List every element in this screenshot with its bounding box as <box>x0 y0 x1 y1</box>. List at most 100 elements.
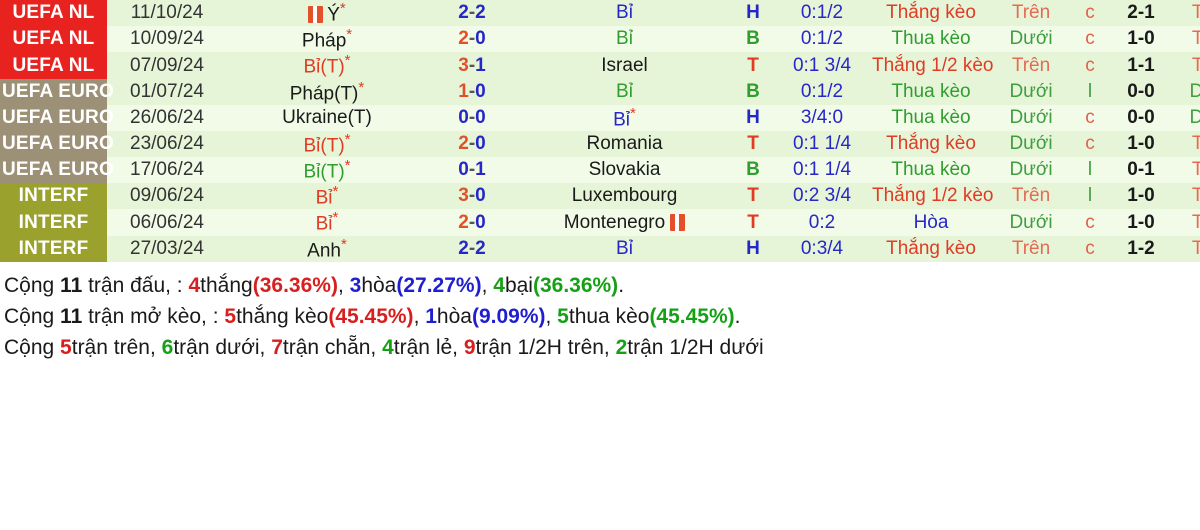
league-badge[interactable]: INTERF <box>0 235 107 262</box>
score-separator: - <box>468 54 476 76</box>
table-row[interactable]: INTERF 06/06/24 Bỉ* 2-0 Montenegro T 0:2 Hòa Dướ… <box>0 209 1200 236</box>
final-score[interactable]: 2-2 <box>427 0 517 27</box>
final-score[interactable]: 2-0 <box>427 26 517 53</box>
over-under-result: Dưới <box>992 78 1070 105</box>
final-score[interactable]: 3-0 <box>427 183 517 210</box>
home-team[interactable]: Bỉ(T)* <box>227 130 427 158</box>
away-team[interactable]: Bỉ <box>517 235 732 262</box>
final-score[interactable]: 0-0 <box>427 104 517 131</box>
table-row[interactable]: INTERF 09/06/24 Bỉ* 3-0 Luxembourg T 0:2 3/4 Th… <box>0 183 1200 210</box>
half-over-under-result: Trên <box>1172 157 1200 184</box>
home-team[interactable]: Pháp* <box>227 26 427 53</box>
final-score[interactable]: 0-1 <box>427 157 517 184</box>
away-team-name: Luxembourg <box>571 185 678 207</box>
table-row[interactable]: UEFA EURO 23/06/24 Bỉ(T)* 2-0 Romania T 0:1 1/… <box>0 130 1200 158</box>
odd-even-marker: l <box>1070 183 1110 210</box>
away-team[interactable]: Romania <box>517 130 732 158</box>
home-team[interactable]: Bỉ* <box>227 183 427 210</box>
handicap-result: Thắng 1/2 kèo <box>870 52 993 79</box>
score-away: 0 <box>475 185 486 207</box>
home-team[interactable]: Bỉ* <box>227 209 427 236</box>
half-over-under-result: Dưới <box>1172 78 1200 105</box>
away-team[interactable]: Slovakia <box>517 157 732 184</box>
final-score[interactable]: 1-0 <box>427 78 517 105</box>
summary2-losses-pct: (45.45%) <box>649 304 735 328</box>
table-row[interactable]: UEFA EURO 26/06/24 Ukraine(T) 0-0 Bỉ* H 3/4:0 T… <box>0 104 1200 131</box>
home-team[interactable]: Pháp(T)* <box>227 78 427 105</box>
half-time-score: 1-0 <box>1110 209 1172 236</box>
home-team[interactable]: Ukraine(T) <box>227 104 427 131</box>
table-row[interactable]: INTERF 27/03/24 Anh* 2-2 Bỉ H 0:3/4 Thắng kèo Tr… <box>0 235 1200 262</box>
score-home: 0 <box>458 106 469 128</box>
home-team[interactable]: Bỉ(T)* <box>227 157 427 184</box>
league-badge[interactable]: UEFA EURO <box>0 78 114 105</box>
league-badge[interactable]: UEFA EURO <box>0 157 114 184</box>
match-date: 09/06/24 <box>107 183 227 210</box>
result-letter: B <box>732 157 774 184</box>
final-score[interactable]: 2-2 <box>427 235 517 262</box>
away-team[interactable]: Bỉ <box>517 0 732 27</box>
score-away: 0 <box>475 133 486 155</box>
final-score[interactable]: 3-1 <box>427 52 517 79</box>
handicap-result: Thua kèo <box>870 26 992 53</box>
half-over-under-result: Trên <box>1172 130 1200 158</box>
away-team-name: Romania <box>586 133 663 155</box>
table-row[interactable]: UEFA EURO 17/06/24 Bỉ(T)* 0-1 Slovakia B 0:1 1… <box>0 157 1200 184</box>
half-time-score: 1-1 <box>1110 52 1172 79</box>
match-date: 11/10/24 <box>107 0 227 27</box>
home-team[interactable]: Anh* <box>227 235 427 262</box>
league-badge[interactable]: INTERF <box>0 209 107 236</box>
half-time-score: 0-0 <box>1110 104 1172 131</box>
away-team-name: Bỉ <box>616 28 633 50</box>
result-letter: T <box>732 52 774 79</box>
league-badge[interactable]: UEFA EURO <box>0 130 114 158</box>
home-star-marker: * <box>332 183 339 201</box>
odd-even-marker: l <box>1070 157 1110 184</box>
home-team-name: Bỉ(T) <box>303 56 345 78</box>
league-badge[interactable]: UEFA EURO <box>0 104 114 131</box>
away-team[interactable]: Bỉ <box>517 26 732 53</box>
away-team-name: Montenegro <box>563 211 666 233</box>
summary3-under-label: trận dưới, <box>173 335 272 359</box>
score-away: 2 <box>475 237 486 259</box>
summary1-losses: 4 <box>493 273 505 297</box>
home-star-marker: * <box>344 157 351 175</box>
table-row[interactable]: UEFA NL 11/10/24 Ý* 2-2 Bỉ H 0:1/2 Thắng kèo Trê… <box>0 0 1200 27</box>
away-team-name: Bỉ <box>613 109 631 131</box>
half-over-under-result: Trên <box>1172 209 1200 236</box>
score-separator: - <box>468 159 476 181</box>
final-score[interactable]: 2-0 <box>427 209 517 236</box>
score-separator: - <box>468 237 476 259</box>
summary2-wins-label: thắng kèo <box>236 304 329 328</box>
summary3-under: 6 <box>161 335 174 359</box>
league-badge[interactable]: UEFA NL <box>0 52 107 79</box>
table-row[interactable]: UEFA NL 07/09/24 Bỉ(T)* 3-1 Israel T 0:1 3/4 Th… <box>0 52 1200 79</box>
handicap-line: 0:1/2 <box>774 0 870 27</box>
handicap-line: 0:1/2 <box>774 78 870 105</box>
final-score[interactable]: 2-0 <box>427 130 517 158</box>
away-team[interactable]: Bỉ <box>517 78 732 105</box>
league-badge[interactable]: UEFA NL <box>0 0 107 27</box>
half-time-score: 1-2 <box>1110 235 1172 262</box>
away-team-name: Bỉ <box>616 80 633 102</box>
league-badge[interactable]: UEFA NL <box>0 26 107 53</box>
score-separator: - <box>468 80 476 102</box>
table-row[interactable]: UEFA NL 10/09/24 Pháp* 2-0 Bỉ B 0:1/2 Thua kèo D… <box>0 26 1200 53</box>
score-away: 0 <box>475 28 486 50</box>
away-team[interactable]: Luxembourg <box>517 183 732 210</box>
handicap-result: Thắng kèo <box>870 130 992 158</box>
home-team[interactable]: Ý* <box>227 0 427 27</box>
summary1-draws: 3 <box>349 273 362 297</box>
table-row[interactable]: UEFA EURO 01/07/24 Pháp(T)* 1-0 Bỉ B 0:1/2 Thua… <box>0 78 1200 105</box>
away-team[interactable]: Israel <box>517 52 732 79</box>
odd-even-marker: l <box>1070 78 1110 105</box>
over-under-result: Trên <box>992 52 1070 79</box>
away-team[interactable]: Bỉ* <box>517 104 732 131</box>
league-badge[interactable]: INTERF <box>0 183 107 210</box>
odd-even-marker: c <box>1070 235 1110 262</box>
summary1-prefix: Cộng <box>4 273 61 297</box>
home-team[interactable]: Bỉ(T)* <box>227 52 427 79</box>
half-time-score: 0-1 <box>1110 157 1172 184</box>
summary-section: Cộng 11 trận đấu, : 4thắng(36.36%), 3hòa… <box>0 262 1200 363</box>
away-team[interactable]: Montenegro <box>517 209 732 236</box>
